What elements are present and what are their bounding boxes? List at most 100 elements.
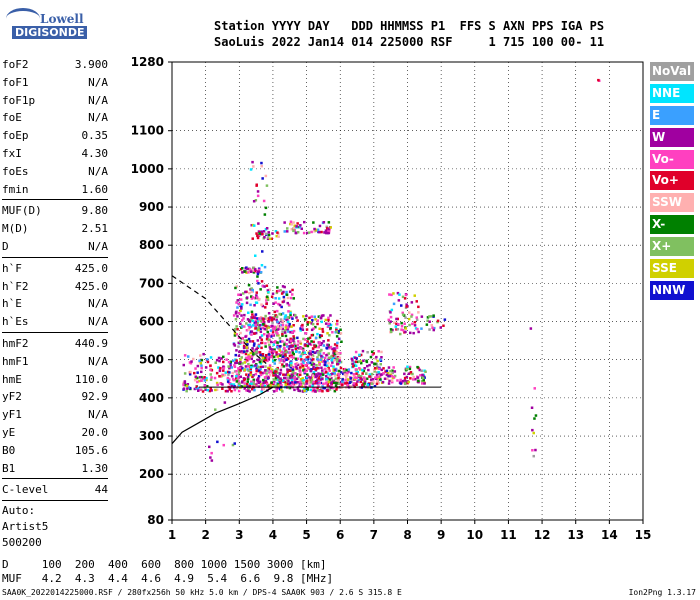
echo-point: [259, 383, 263, 386]
echo-point: [281, 327, 284, 331]
echo-point: [281, 330, 284, 333]
echo-point: [248, 320, 252, 323]
echo-point: [250, 333, 253, 336]
echo-point: [188, 386, 192, 390]
echo-point: [252, 344, 256, 347]
echo-point: [216, 440, 219, 444]
echo-point: [270, 295, 274, 298]
echo-point: [310, 328, 314, 332]
echo-point: [391, 369, 394, 372]
echo-point: [352, 373, 356, 376]
echo-point: [289, 339, 293, 343]
echo-point: [194, 375, 197, 378]
echo-point: [296, 343, 300, 347]
echo-point: [375, 371, 379, 374]
x-tick-label: 10: [466, 528, 483, 542]
echo-point: [190, 360, 193, 363]
echo-point: [287, 380, 290, 383]
echo-point: [339, 366, 343, 370]
echo-point: [423, 376, 426, 379]
echo-point: [318, 224, 322, 228]
param-row: foF1p N/A: [2, 92, 108, 110]
echo-point: [196, 380, 199, 384]
echo-point: [237, 383, 241, 387]
echo-point: [206, 360, 210, 364]
echo-point: [311, 383, 315, 386]
echo-point: [312, 340, 315, 344]
param-key: C-level: [2, 483, 49, 497]
echo-point: [283, 376, 287, 380]
echo-point: [264, 358, 268, 362]
echo-point: [307, 231, 311, 234]
param-row: yE 20.0: [2, 424, 108, 442]
echo-point: [417, 311, 420, 314]
echo-point: [273, 350, 276, 353]
echo-point: [302, 382, 305, 385]
echo-point: [243, 270, 246, 273]
echo-point: [286, 301, 289, 305]
echo-point: [306, 340, 309, 343]
echo-point: [351, 362, 355, 366]
echo-point: [254, 331, 258, 335]
echo-point: [335, 369, 338, 372]
echo-point: [283, 331, 287, 334]
echo-point: [331, 361, 334, 364]
echo-point: [262, 381, 265, 385]
echo-point: [263, 236, 266, 239]
echo-point: [289, 313, 292, 317]
echo-point: [236, 378, 239, 381]
echo-point: [264, 324, 267, 328]
echo-point: [316, 374, 319, 378]
echo-point: [246, 343, 249, 346]
echo-point: [236, 306, 239, 309]
echo-point: [260, 358, 263, 362]
echo-point: [290, 361, 293, 365]
echo-point: [253, 316, 256, 319]
echo-point: [413, 294, 416, 297]
echo-point: [320, 348, 323, 352]
echo-point: [320, 320, 323, 324]
echo-point: [243, 313, 246, 317]
x-tick-label: 3: [235, 528, 243, 542]
echo-point: [226, 376, 230, 380]
echo-point: [377, 350, 380, 353]
echo-point: [249, 318, 253, 322]
echo-point: [431, 326, 434, 329]
echo-point: [317, 366, 320, 370]
param-key: h`Es: [2, 315, 29, 329]
echo-point: [389, 328, 393, 331]
echo-point: [248, 323, 252, 326]
echo-point: [274, 297, 277, 300]
echo-point: [532, 454, 535, 458]
echo-point: [307, 366, 310, 369]
echo-point: [415, 316, 418, 319]
echo-point: [336, 362, 340, 366]
echo-point: [283, 315, 287, 319]
echo-point: [295, 350, 298, 353]
echo-point: [416, 365, 419, 369]
echo-point: [256, 272, 260, 276]
y-tick-label: 1000: [131, 162, 164, 176]
echo-point: [360, 378, 364, 381]
echo-point: [263, 371, 267, 375]
echo-point: [237, 354, 241, 357]
y-tick-label: 1280: [131, 55, 164, 69]
echo-point: [302, 337, 305, 341]
logo-line1: Lowell: [40, 12, 84, 26]
echo-point: [252, 271, 256, 274]
echo-point: [259, 362, 263, 365]
echo-point: [245, 271, 248, 274]
echo-point: [308, 384, 311, 388]
echo-point: [331, 372, 334, 375]
echo-point: [410, 313, 414, 317]
echo-point: [275, 234, 278, 238]
echo-point: [235, 370, 238, 373]
echo-point: [309, 376, 312, 379]
echo-point: [291, 374, 295, 378]
echo-point: [335, 346, 339, 350]
echo-point: [283, 343, 286, 346]
echo-point: [279, 318, 283, 321]
echo-point: [237, 389, 241, 393]
echo-point: [299, 327, 302, 330]
echo-point: [239, 375, 242, 378]
